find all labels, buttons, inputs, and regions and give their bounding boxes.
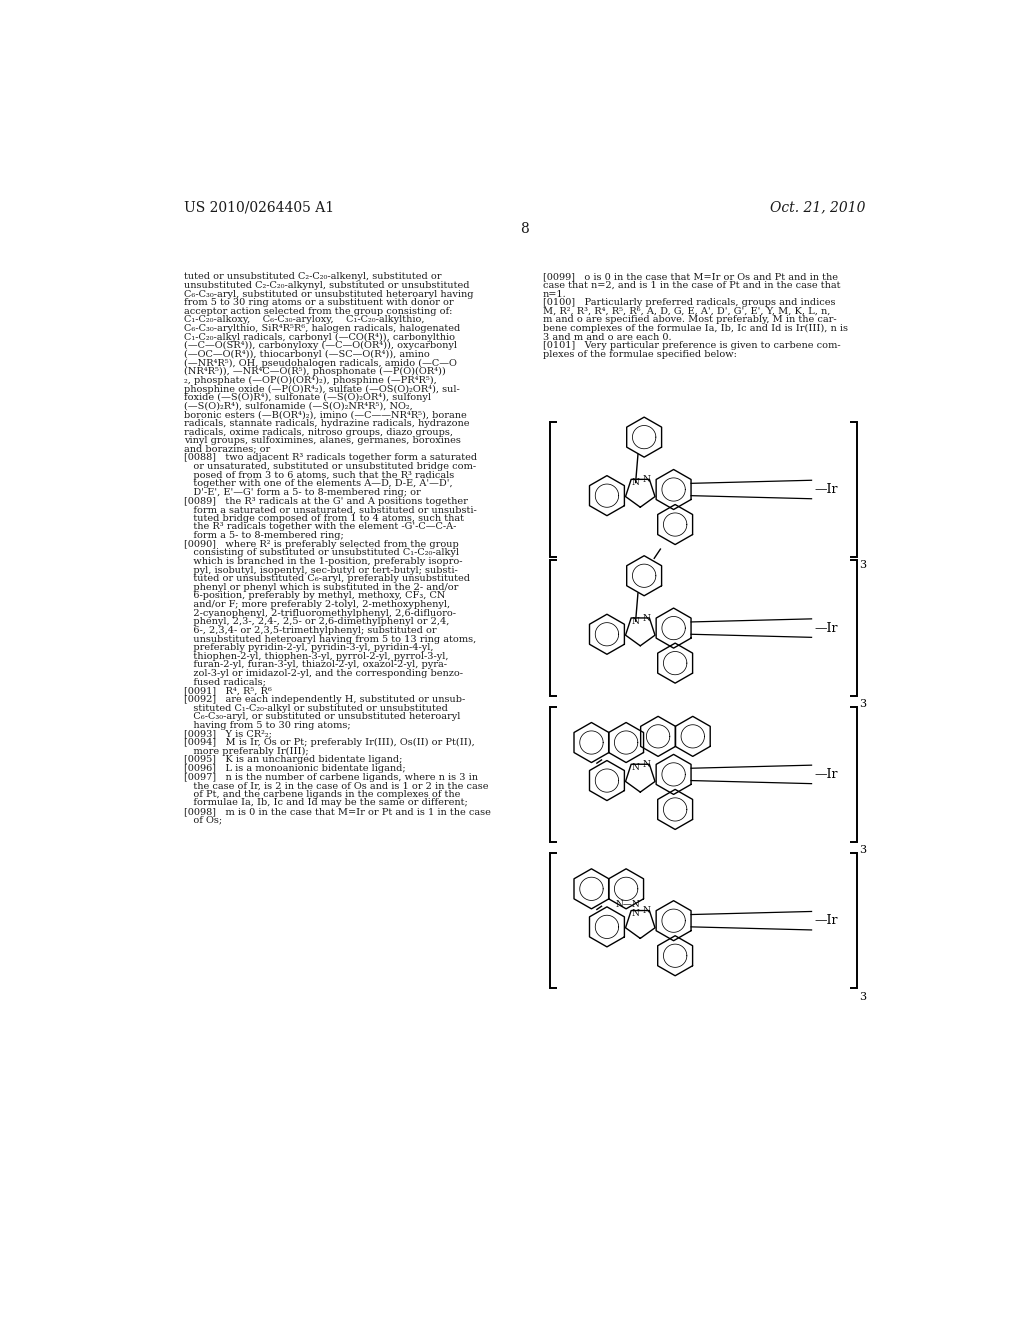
Text: [0095]   K is an uncharged bidentate ligand;: [0095] K is an uncharged bidentate ligan… bbox=[183, 755, 402, 764]
Text: phenyl or phenyl which is substituted in the 2- and/or: phenyl or phenyl which is substituted in… bbox=[183, 583, 458, 591]
Text: [0090]   where R² is preferably selected from the group: [0090] where R² is preferably selected f… bbox=[183, 540, 459, 549]
Text: [0093]   Y is CR²₂;: [0093] Y is CR²₂; bbox=[183, 730, 271, 738]
Text: N: N bbox=[642, 614, 650, 623]
Text: unsubstituted heteroaryl having from 5 to 13 ring atoms,: unsubstituted heteroaryl having from 5 t… bbox=[183, 635, 476, 644]
Text: [0098]   m is 0 in the case that M=Ir or Pt and is 1 in the case: [0098] m is 0 in the case that M=Ir or P… bbox=[183, 807, 490, 816]
Text: posed of from 3 to 6 atoms, such that the R³ radicals: posed of from 3 to 6 atoms, such that th… bbox=[183, 471, 454, 479]
Text: tuted bridge composed of from 1 to 4 atoms, such that: tuted bridge composed of from 1 to 4 ato… bbox=[183, 513, 464, 523]
Text: m and o are specified above. Most preferably, M in the car-: m and o are specified above. Most prefer… bbox=[543, 315, 837, 325]
Text: phenyl, 2,3-, 2,4-, 2,5- or 2,6-dimethylphenyl or 2,4,: phenyl, 2,3-, 2,4-, 2,5- or 2,6-dimethyl… bbox=[183, 618, 450, 626]
Text: unsubstituted C₂-C₂₀-alkynyl, substituted or unsubstituted: unsubstituted C₂-C₂₀-alkynyl, substitute… bbox=[183, 281, 469, 290]
Text: N: N bbox=[642, 760, 650, 768]
Text: US 2010/0264405 A1: US 2010/0264405 A1 bbox=[183, 201, 334, 215]
Text: N: N bbox=[632, 616, 640, 626]
Text: 3: 3 bbox=[859, 991, 866, 1002]
Text: [0091]   R⁴, R⁵, R⁶: [0091] R⁴, R⁵, R⁶ bbox=[183, 686, 271, 696]
Text: Oct. 21, 2010: Oct. 21, 2010 bbox=[770, 201, 866, 215]
Text: the R³ radicals together with the element -G'-C—C-A-: the R³ radicals together with the elemen… bbox=[183, 523, 456, 532]
Text: N: N bbox=[642, 475, 650, 484]
Text: —Ir: —Ir bbox=[815, 483, 839, 496]
Text: boronic esters (—B(OR⁴)₂), imino (—C——NR⁴R⁵), borane: boronic esters (—B(OR⁴)₂), imino (—C——NR… bbox=[183, 411, 467, 420]
Text: —Ir: —Ir bbox=[815, 622, 839, 635]
Text: having from 5 to 30 ring atoms;: having from 5 to 30 ring atoms; bbox=[183, 721, 350, 730]
Text: furan-2-yl, furan-3-yl, thiazol-2-yl, oxazol-2-yl, pyra-: furan-2-yl, furan-3-yl, thiazol-2-yl, ox… bbox=[183, 660, 446, 669]
Text: N: N bbox=[642, 907, 650, 915]
Text: [0092]   are each independently H, substituted or unsub-: [0092] are each independently H, substit… bbox=[183, 694, 465, 704]
Text: 3 and m and o are each 0.: 3 and m and o are each 0. bbox=[543, 333, 672, 342]
Text: C₆-C₃₀-aryl, or substituted or unsubstituted heteroaryl: C₆-C₃₀-aryl, or substituted or unsubstit… bbox=[183, 713, 460, 721]
Text: together with one of the elements A—D, D-E, A'—D',: together with one of the elements A—D, D… bbox=[183, 479, 453, 488]
Text: [0094]   M is Ir, Os or Pt; preferably Ir(III), Os(II) or Pt(II),: [0094] M is Ir, Os or Pt; preferably Ir(… bbox=[183, 738, 474, 747]
Text: more preferably Ir(III);: more preferably Ir(III); bbox=[183, 747, 308, 756]
Text: 2-cyanophenyl, 2-trifluoromethylphenyl, 2,6-difluoro-: 2-cyanophenyl, 2-trifluoromethylphenyl, … bbox=[183, 609, 456, 618]
Text: N: N bbox=[632, 478, 640, 487]
Text: acceptor action selected from the group consisting of:: acceptor action selected from the group … bbox=[183, 306, 453, 315]
Text: —Ir: —Ir bbox=[815, 768, 839, 781]
Text: C₁-C₂₀-alkoxy,    C₆-C₃₀-aryloxy,    C₁-C₂₀-alkylthio,: C₁-C₂₀-alkoxy, C₆-C₃₀-aryloxy, C₁-C₂₀-al… bbox=[183, 315, 424, 325]
Text: zol-3-yl or imidazol-2-yl, and the corresponding benzo-: zol-3-yl or imidazol-2-yl, and the corre… bbox=[183, 669, 463, 678]
Text: from 5 to 30 ring atoms or a substituent with donor or: from 5 to 30 ring atoms or a substituent… bbox=[183, 298, 454, 308]
Text: [0097]   n is the number of carbene ligands, where n is 3 in: [0097] n is the number of carbene ligand… bbox=[183, 772, 478, 781]
Text: 3: 3 bbox=[859, 845, 866, 855]
Text: of Pt, and the carbene ligands in the complexes of the: of Pt, and the carbene ligands in the co… bbox=[183, 789, 460, 799]
Text: formulae Ia, Ib, Ic and Id may be the same or different;: formulae Ia, Ib, Ic and Id may be the sa… bbox=[183, 799, 468, 808]
Text: N—N: N—N bbox=[615, 900, 640, 909]
Text: n=1.: n=1. bbox=[543, 289, 566, 298]
Text: [0100]   Particularly preferred radicals, groups and indices: [0100] Particularly preferred radicals, … bbox=[543, 298, 836, 308]
Text: or unsaturated, substituted or unsubstituted bridge com-: or unsaturated, substituted or unsubstit… bbox=[183, 462, 476, 471]
Text: the case of Ir, is 2 in the case of Os and is 1 or 2 in the case: the case of Ir, is 2 in the case of Os a… bbox=[183, 781, 488, 791]
Text: [0099]   o is 0 in the case that M=Ir or Os and Pt and in the: [0099] o is 0 in the case that M=Ir or O… bbox=[543, 272, 838, 281]
Text: fused radicals;: fused radicals; bbox=[183, 677, 265, 686]
Text: of Os;: of Os; bbox=[183, 816, 222, 825]
Text: [0088]   two adjacent R³ radicals together form a saturated: [0088] two adjacent R³ radicals together… bbox=[183, 454, 477, 462]
Text: 3: 3 bbox=[859, 560, 866, 570]
Text: 8: 8 bbox=[520, 222, 529, 235]
Text: which is branched in the 1-position, preferably isopro-: which is branched in the 1-position, pre… bbox=[183, 557, 462, 566]
Text: vinyl groups, sulfoximines, alanes, germanes, boroxines: vinyl groups, sulfoximines, alanes, germ… bbox=[183, 436, 461, 445]
Text: and borazines; or: and borazines; or bbox=[183, 445, 270, 454]
Text: tuted or unsubstituted C₆-aryl, preferably unsubstituted: tuted or unsubstituted C₆-aryl, preferab… bbox=[183, 574, 470, 583]
Text: case that n=2, and is 1 in the case of Pt and in the case that: case that n=2, and is 1 in the case of P… bbox=[543, 281, 840, 290]
Text: 6-position, preferably by methyl, methoxy, CF₃, CN: 6-position, preferably by methyl, methox… bbox=[183, 591, 445, 601]
Text: M, R², R³, R⁴, R⁵, R⁶, A, D, G, E, A', D', G', E', Y, M, K, L, n,: M, R², R³, R⁴, R⁵, R⁶, A, D, G, E, A', D… bbox=[543, 306, 830, 315]
Text: (NR⁴R⁵)), —NR⁴C—O(R⁵), phosphonate (—P(O)(OR⁴)): (NR⁴R⁵)), —NR⁴C—O(R⁵), phosphonate (—P(O… bbox=[183, 367, 445, 376]
Text: C₆-C₃₀-arylthio, SiR⁴R⁵R⁶, halogen radicals, halogenated: C₆-C₃₀-arylthio, SiR⁴R⁵R⁶, halogen radic… bbox=[183, 325, 460, 333]
Text: thiophen-2-yl, thiophen-3-yl, pyrrol-2-yl, pyrrol-3-yl,: thiophen-2-yl, thiophen-3-yl, pyrrol-2-y… bbox=[183, 652, 449, 661]
Text: bene complexes of the formulae Ia, Ib, Ic and Id is Ir(III), n is: bene complexes of the formulae Ia, Ib, I… bbox=[543, 325, 848, 333]
Text: stituted C₁-C₂₀-alkyl or substituted or unsubstituted: stituted C₁-C₂₀-alkyl or substituted or … bbox=[183, 704, 447, 713]
Text: D'-E', E'—G' form a 5- to 8-membered ring; or: D'-E', E'—G' form a 5- to 8-membered rin… bbox=[183, 488, 421, 496]
Text: —Ir: —Ir bbox=[815, 915, 839, 927]
Text: N: N bbox=[632, 909, 640, 919]
Text: 3: 3 bbox=[859, 700, 866, 709]
Text: plexes of the formulae specified below:: plexes of the formulae specified below: bbox=[543, 350, 736, 359]
Text: ₂, phosphate (—OP(O)(OR⁴)₂), phosphine (—PR⁴R⁵),: ₂, phosphate (—OP(O)(OR⁴)₂), phosphine (… bbox=[183, 376, 436, 385]
Text: consisting of substituted or unsubstituted C₁-C₂₀-alkyl: consisting of substituted or unsubstitut… bbox=[183, 548, 459, 557]
Text: C₆-C₃₀-aryl, substituted or unsubstituted heteroaryl having: C₆-C₃₀-aryl, substituted or unsubstitute… bbox=[183, 289, 473, 298]
Text: form a 5- to 8-membered ring;: form a 5- to 8-membered ring; bbox=[183, 531, 343, 540]
Text: tuted or unsubstituted C₂-C₂₀-alkenyl, substituted or: tuted or unsubstituted C₂-C₂₀-alkenyl, s… bbox=[183, 272, 441, 281]
Text: (—S(O)₂R⁴), sulfonamide (—S(O)₂NR⁴R⁵), NO₂,: (—S(O)₂R⁴), sulfonamide (—S(O)₂NR⁴R⁵), N… bbox=[183, 401, 413, 411]
Text: phosphine oxide (—P(O)R⁴₂), sulfate (—OS(O)₂OR⁴), sul-: phosphine oxide (—P(O)R⁴₂), sulfate (—OS… bbox=[183, 384, 460, 393]
Text: pyl, isobutyl, isopentyl, sec-butyl or tert-butyl; substi-: pyl, isobutyl, isopentyl, sec-butyl or t… bbox=[183, 565, 458, 574]
Text: preferably pyridin-2-yl, pyridin-3-yl, pyridin-4-yl,: preferably pyridin-2-yl, pyridin-3-yl, p… bbox=[183, 643, 433, 652]
Text: (—C—O(SR⁴)), carbonyloxy (—C—O(OR⁴)), oxycarbonyl: (—C—O(SR⁴)), carbonyloxy (—C—O(OR⁴)), ox… bbox=[183, 342, 457, 351]
Text: C₁-C₂₀-alkyl radicals, carbonyl (—CO(R⁴)), carbonylthio: C₁-C₂₀-alkyl radicals, carbonyl (—CO(R⁴)… bbox=[183, 333, 455, 342]
Text: form a saturated or unsaturated, substituted or unsubsti-: form a saturated or unsaturated, substit… bbox=[183, 506, 476, 515]
Text: (—NR⁴R⁵), OH, pseudohalogen radicals, amido (—C—O: (—NR⁴R⁵), OH, pseudohalogen radicals, am… bbox=[183, 359, 457, 368]
Text: N: N bbox=[632, 763, 640, 772]
Text: radicals, stannate radicals, hydrazine radicals, hydrazone: radicals, stannate radicals, hydrazine r… bbox=[183, 418, 469, 428]
Text: 6-, 2,3,4- or 2,3,5-trimethylphenyl; substituted or: 6-, 2,3,4- or 2,3,5-trimethylphenyl; sub… bbox=[183, 626, 436, 635]
Text: [0101]   Very particular preference is given to carbene com-: [0101] Very particular preference is giv… bbox=[543, 342, 841, 350]
Text: radicals, oxime radicals, nitroso groups, diazo groups,: radicals, oxime radicals, nitroso groups… bbox=[183, 428, 453, 437]
Text: [0096]   L is a monoanionic bidentate ligand;: [0096] L is a monoanionic bidentate liga… bbox=[183, 764, 406, 774]
Text: foxide (—S(O)R⁴), sulfonate (—S(O)₂OR⁴), sulfonyl: foxide (—S(O)R⁴), sulfonate (—S(O)₂OR⁴),… bbox=[183, 393, 431, 403]
Text: [0089]   the R³ radicals at the G' and A positions together: [0089] the R³ radicals at the G' and A p… bbox=[183, 496, 468, 506]
Text: (—OC—O(R⁴)), thiocarbonyl (—SC—O(R⁴)), amino: (—OC—O(R⁴)), thiocarbonyl (—SC—O(R⁴)), a… bbox=[183, 350, 429, 359]
Text: and/or F; more preferably 2-tolyl, 2-methoxyphenyl,: and/or F; more preferably 2-tolyl, 2-met… bbox=[183, 601, 450, 609]
